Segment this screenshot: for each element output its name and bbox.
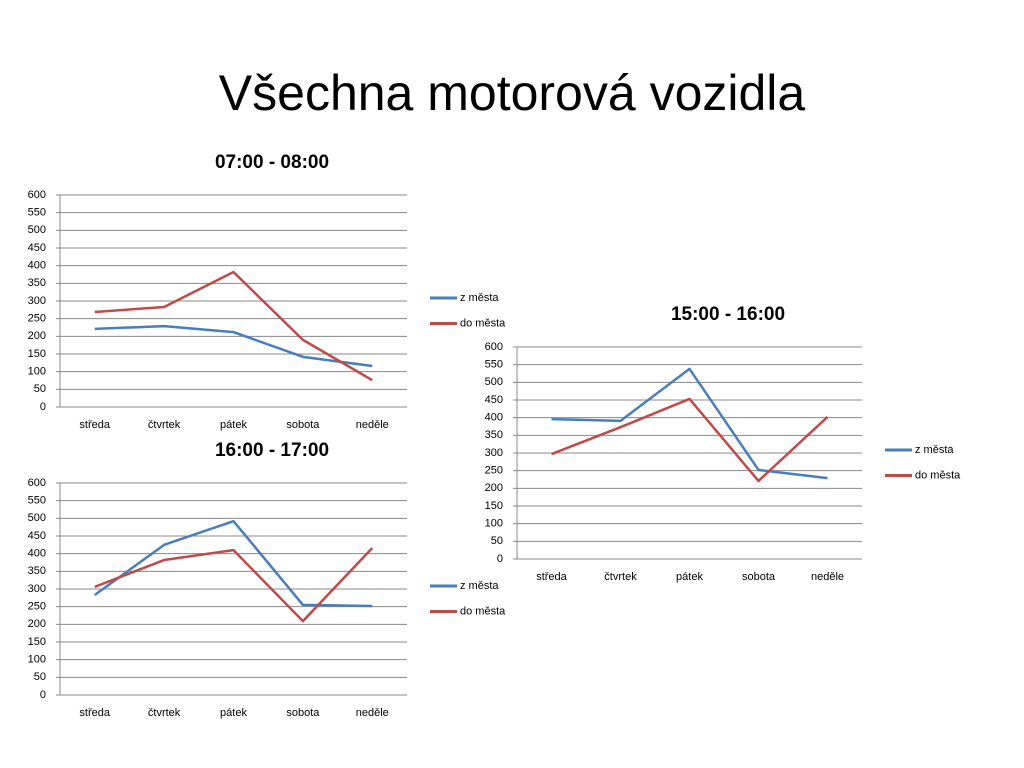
y-tick-label: 600 [485, 341, 503, 353]
y-tick-label: 200 [28, 618, 46, 630]
legend-label: z města [460, 292, 499, 304]
y-tick-label: 450 [28, 242, 46, 254]
y-tick-label: 250 [28, 313, 46, 325]
y-tick-label: 0 [40, 689, 46, 701]
y-tick-label: 150 [28, 348, 46, 360]
x-tick-label: neděle [811, 571, 844, 583]
x-tick-label: pátek [220, 419, 247, 431]
series-line [94, 547, 374, 623]
y-tick-label: 100 [28, 366, 46, 378]
y-tick-label: 50 [34, 671, 46, 683]
y-tick-label: 350 [485, 429, 503, 441]
y-tick-label: 0 [40, 401, 46, 413]
legend-label: z města [460, 580, 499, 592]
x-tick-label: čtvrtek [148, 419, 181, 431]
y-tick-label: 300 [485, 447, 503, 459]
x-tick-label: středa [536, 571, 567, 583]
series-line [551, 367, 828, 480]
series-line [551, 397, 829, 483]
y-tick-label: 100 [485, 518, 503, 530]
y-tick-label: 550 [28, 495, 46, 507]
y-tick-label: 200 [28, 330, 46, 342]
y-tick-label: 50 [34, 383, 46, 395]
series-line [93, 519, 373, 608]
y-tick-label: 200 [485, 482, 503, 494]
y-tick-label: 100 [28, 654, 46, 666]
x-tick-label: sobota [286, 419, 320, 431]
x-tick-label: sobota [286, 707, 320, 719]
slide-title: Všechna motorová vozidla [219, 65, 806, 121]
y-tick-label: 600 [28, 189, 46, 201]
x-tick-label: čtvrtek [604, 571, 637, 583]
y-tick-label: 0 [497, 553, 503, 565]
x-tick-label: středa [79, 707, 110, 719]
chart-title: 16:00 - 17:00 [215, 440, 329, 461]
x-tick-label: neděle [356, 419, 389, 431]
y-tick-label: 450 [485, 394, 503, 406]
y-tick-label: 300 [28, 295, 46, 307]
chart-title: 15:00 - 16:00 [671, 304, 785, 325]
y-tick-label: 350 [28, 277, 46, 289]
y-tick-label: 50 [491, 535, 503, 547]
y-tick-label: 500 [485, 376, 503, 388]
x-tick-label: sobota [742, 571, 776, 583]
y-tick-label: 250 [485, 465, 503, 477]
y-tick-label: 400 [28, 548, 46, 560]
y-tick-label: 400 [485, 412, 503, 424]
y-tick-label: 450 [28, 530, 46, 542]
y-tick-label: 500 [28, 224, 46, 236]
legend-label: do města [460, 317, 506, 329]
series-line [94, 270, 373, 382]
y-tick-label: 550 [28, 207, 46, 219]
x-tick-label: neděle [356, 707, 389, 719]
y-tick-label: 250 [28, 601, 46, 613]
legend-label: do města [460, 605, 506, 617]
x-tick-label: pátek [676, 571, 703, 583]
chart-title: 07:00 - 08:00 [215, 152, 329, 173]
y-tick-label: 150 [485, 500, 503, 512]
y-tick-label: 600 [28, 477, 46, 489]
y-tick-label: 300 [28, 583, 46, 595]
legend-label: do města [915, 469, 961, 481]
y-tick-label: 500 [28, 512, 46, 524]
x-tick-label: čtvrtek [148, 707, 181, 719]
x-tick-label: pátek [220, 707, 247, 719]
y-tick-label: 150 [28, 636, 46, 648]
x-tick-label: středa [79, 419, 110, 431]
y-tick-label: 350 [28, 565, 46, 577]
legend-label: z města [915, 444, 954, 456]
series-line [94, 324, 373, 368]
y-tick-label: 550 [485, 359, 503, 371]
y-tick-label: 400 [28, 260, 46, 272]
